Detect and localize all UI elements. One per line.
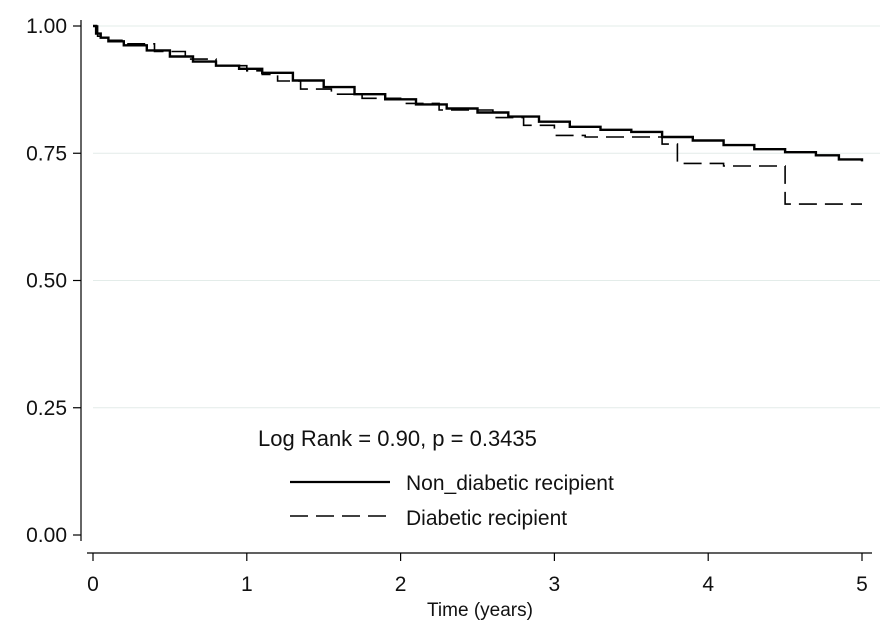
x-tick-label-4: 4 — [702, 573, 714, 596]
y-tick-label-0: 0.00 — [26, 524, 67, 547]
x-tick-label-5: 5 — [856, 573, 868, 596]
x-tick-label-3: 3 — [549, 573, 561, 596]
y-tick-label-4: 1.00 — [26, 15, 67, 38]
x-tick-label-0: 0 — [87, 573, 99, 596]
log-rank-annotation: Log Rank = 0.90, p = 0.3435 — [258, 426, 537, 451]
x-axis-title: Time (years) — [427, 600, 533, 621]
legend: Non_diabetic recipient Diabetic recipien… — [290, 472, 614, 530]
series-line-diabetic — [93, 25, 862, 205]
y-tick-label-2: 0.50 — [26, 270, 67, 293]
x-tick-label-1: 1 — [241, 573, 253, 596]
legend-label-non-diabetic: Non_diabetic recipient — [406, 472, 614, 495]
legend-label-diabetic: Diabetic recipient — [406, 507, 567, 530]
x-tick-label-2: 2 — [395, 573, 407, 596]
series-lines — [93, 24, 864, 205]
grid-lines — [93, 25, 880, 409]
y-tick-label-3: 0.75 — [26, 142, 67, 165]
y-tick-label-1: 0.25 — [26, 397, 67, 420]
axes: 0.00 0.25 0.50 0.75 1.00 0 1 2 3 4 5 — [26, 15, 872, 596]
series-line-non-diabetic — [93, 24, 864, 162]
